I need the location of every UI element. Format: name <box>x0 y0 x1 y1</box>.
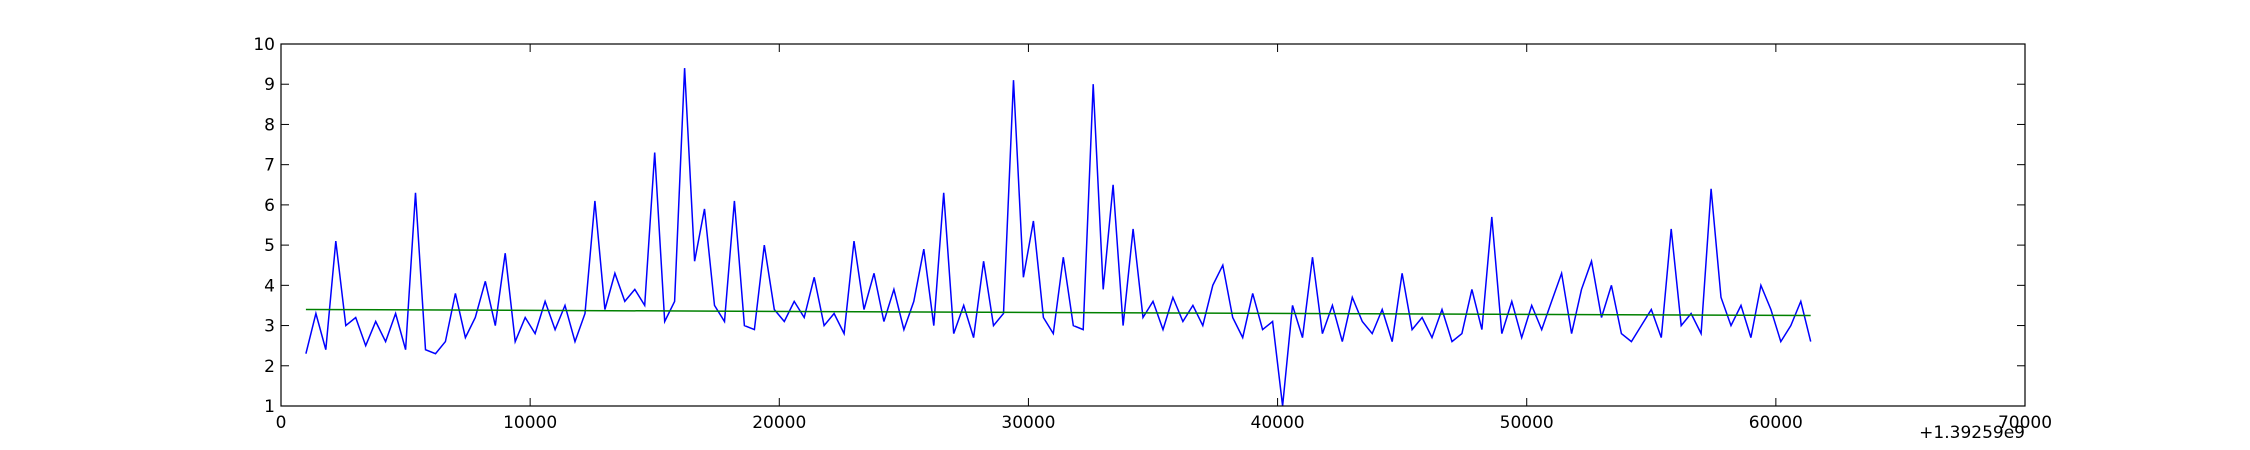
x-tick-label: 20000 <box>752 413 806 433</box>
x-tick-label: 30000 <box>1001 413 1055 433</box>
x-tick-label: 0 <box>276 413 287 433</box>
y-tick-label: 10 <box>253 35 275 55</box>
offset-text: +1.39259e9 <box>1919 423 2025 443</box>
y-tick-label: 9 <box>264 75 275 95</box>
series-line <box>305 68 1812 407</box>
y-tick-label: 3 <box>264 317 275 337</box>
x-tick-label: 10000 <box>503 413 557 433</box>
y-tick-label: 5 <box>264 236 275 256</box>
x-tick-label: 60000 <box>1749 413 1803 433</box>
y-tick-label: 7 <box>264 156 275 176</box>
plot-frame <box>280 43 2026 407</box>
y-tick-label: 2 <box>264 357 275 377</box>
series-line <box>305 308 1811 317</box>
y-tick-label: 6 <box>264 196 275 216</box>
x-tick-label: 70000 <box>1998 413 2052 433</box>
y-tick-label: 1 <box>264 397 275 417</box>
x-tick-label: 50000 <box>1500 413 1554 433</box>
y-tick-label: 8 <box>264 115 275 135</box>
x-tick-label: 40000 <box>1251 413 1305 433</box>
y-tick-label: 4 <box>264 276 275 296</box>
